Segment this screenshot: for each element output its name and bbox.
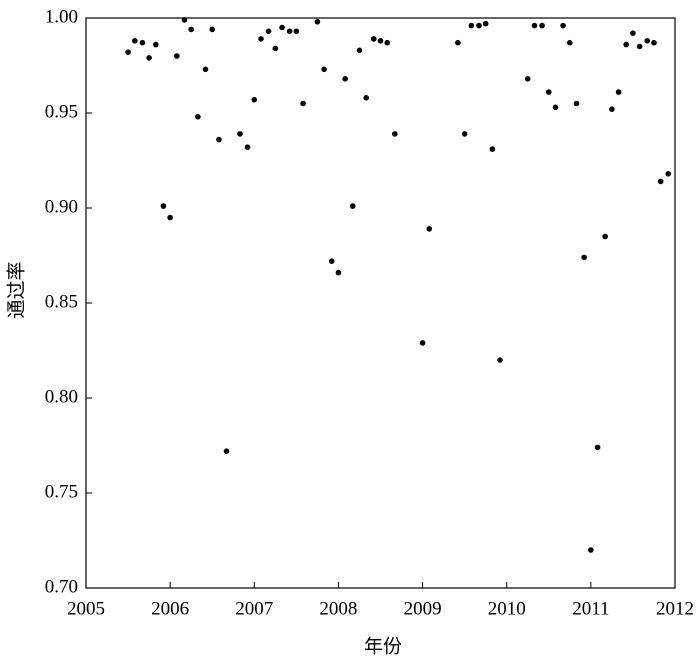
point: [181, 17, 188, 23]
point: [223, 448, 230, 455]
point: [293, 28, 300, 35]
y-tick-label: 0.70: [45, 576, 78, 597]
point: [545, 89, 552, 95]
point: [602, 233, 608, 240]
point: [552, 104, 559, 111]
point: [160, 203, 167, 209]
point: [153, 41, 159, 48]
point: [272, 45, 279, 52]
point: [524, 76, 531, 82]
point: [567, 39, 573, 46]
point: [426, 226, 433, 232]
point: [279, 24, 285, 31]
point: [174, 53, 180, 59]
x-tick-label: 2010: [488, 598, 526, 619]
y-tick-label: 0.95: [45, 101, 78, 122]
point: [146, 55, 152, 61]
point: [286, 28, 293, 35]
x-tick-label: 2005: [67, 598, 105, 619]
x-tick-label: 2009: [404, 598, 442, 619]
x-tick-label: 2008: [319, 598, 357, 619]
point: [623, 41, 629, 48]
point: [588, 547, 594, 553]
point: [476, 22, 482, 29]
point: [167, 214, 173, 221]
point: [644, 38, 651, 44]
point: [377, 38, 384, 44]
x-tick-label: 2012: [656, 598, 694, 619]
point: [384, 39, 391, 46]
point: [370, 36, 377, 42]
y-tick-label: 0.80: [45, 386, 78, 407]
point: [139, 39, 146, 46]
point: [581, 254, 587, 261]
point: [300, 100, 306, 107]
y-tick-label: 0.90: [45, 196, 78, 217]
point: [237, 131, 243, 137]
point: [497, 357, 503, 363]
x-tick-label: 2006: [151, 598, 189, 619]
point: [188, 26, 194, 33]
point: [489, 146, 496, 152]
x-tick-label: 2007: [235, 598, 273, 619]
point: [125, 49, 131, 55]
plot-frame: [85, 17, 676, 589]
point: [216, 136, 222, 143]
x-tick-label: 2011: [572, 598, 609, 619]
point: [609, 106, 615, 112]
point: [321, 66, 327, 73]
point: [209, 26, 216, 33]
point: [531, 22, 538, 29]
point: [594, 444, 601, 451]
point: [461, 131, 468, 137]
y-axis-label: 通过率: [5, 261, 27, 318]
point: [265, 28, 272, 35]
point: [615, 89, 622, 95]
point: [244, 144, 251, 150]
point: [392, 131, 398, 137]
point: [651, 39, 657, 46]
point: [468, 22, 475, 29]
point: [630, 30, 636, 36]
point: [202, 66, 209, 73]
point: [539, 22, 545, 29]
point: [258, 36, 264, 42]
point: [335, 269, 342, 276]
point: [314, 19, 321, 25]
y-tick-label: 0.75: [45, 481, 78, 502]
y-tick-label: 1.00: [45, 6, 78, 27]
point: [419, 340, 426, 346]
point: [657, 178, 664, 185]
point: [356, 47, 363, 54]
point: [573, 100, 580, 107]
y-tick-label: 0.85: [45, 291, 78, 312]
point: [665, 171, 672, 177]
point: [195, 114, 201, 120]
point: [455, 39, 461, 46]
point: [132, 38, 138, 44]
point: [349, 203, 356, 209]
point: [328, 258, 335, 265]
point: [636, 43, 643, 50]
point: [342, 76, 348, 82]
x-axis-label: 年份: [364, 635, 402, 657]
point: [560, 22, 566, 29]
point: [363, 95, 369, 101]
point: [482, 20, 489, 27]
point: [251, 96, 258, 103]
